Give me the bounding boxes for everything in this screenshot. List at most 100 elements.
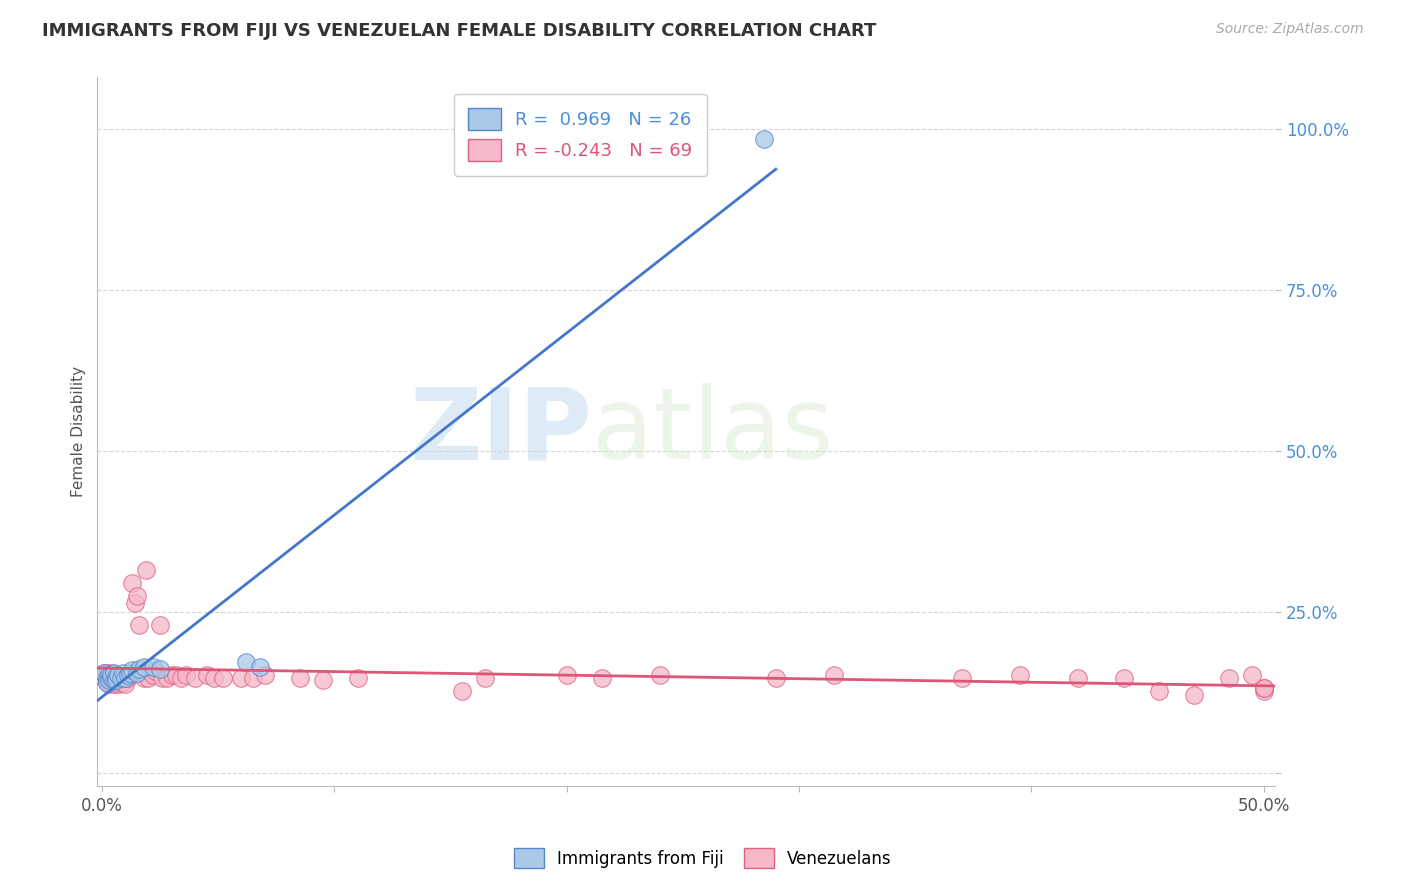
Point xyxy=(107,671,129,685)
Point xyxy=(124,595,146,609)
Point xyxy=(93,666,115,681)
Point xyxy=(1182,688,1205,702)
Point xyxy=(104,668,127,682)
Point xyxy=(118,666,141,681)
Point xyxy=(132,660,155,674)
Point xyxy=(346,671,368,685)
Point xyxy=(950,671,973,685)
Point xyxy=(128,618,150,632)
Point xyxy=(125,666,148,681)
Point xyxy=(111,674,134,689)
Point xyxy=(114,677,136,691)
Point xyxy=(96,671,118,685)
Point xyxy=(231,671,253,685)
Point xyxy=(107,668,129,682)
Point xyxy=(104,670,127,684)
Point xyxy=(110,676,132,690)
Point xyxy=(125,589,148,603)
Point xyxy=(104,674,127,689)
Point xyxy=(249,660,271,674)
Point xyxy=(110,671,132,685)
Point xyxy=(1218,671,1240,685)
Point xyxy=(103,666,125,681)
Y-axis label: Female Disability: Female Disability xyxy=(72,367,86,498)
Point xyxy=(103,677,125,691)
Point xyxy=(104,673,127,687)
Point xyxy=(100,673,122,687)
Point xyxy=(100,668,122,682)
Point xyxy=(118,668,141,682)
Point xyxy=(555,668,578,682)
Point xyxy=(1147,683,1170,698)
Point xyxy=(152,671,174,685)
Point xyxy=(96,666,118,681)
Point xyxy=(1008,668,1031,682)
Point xyxy=(474,671,496,685)
Legend: Immigrants from Fiji, Venezuelans: Immigrants from Fiji, Venezuelans xyxy=(506,839,900,877)
Point xyxy=(100,666,122,681)
Point xyxy=(1067,671,1090,685)
Point xyxy=(110,671,132,685)
Point xyxy=(1241,668,1264,682)
Point xyxy=(93,666,115,681)
Point xyxy=(98,677,121,691)
Text: atlas: atlas xyxy=(592,384,834,480)
Point xyxy=(312,673,335,687)
Point xyxy=(132,671,155,685)
Point xyxy=(1114,671,1136,685)
Point xyxy=(121,663,143,677)
Point xyxy=(100,671,122,685)
Point xyxy=(202,671,225,685)
Point xyxy=(100,668,122,682)
Point xyxy=(107,677,129,691)
Point xyxy=(174,668,197,682)
Point xyxy=(184,671,207,685)
Point xyxy=(591,671,613,685)
Text: IMMIGRANTS FROM FIJI VS VENEZUELAN FEMALE DISABILITY CORRELATION CHART: IMMIGRANTS FROM FIJI VS VENEZUELAN FEMAL… xyxy=(42,22,876,40)
Point xyxy=(128,662,150,676)
Point xyxy=(160,668,183,682)
Point xyxy=(98,673,121,687)
Point xyxy=(138,671,160,685)
Point xyxy=(117,668,139,682)
Point xyxy=(149,662,172,676)
Text: ZIP: ZIP xyxy=(409,384,592,480)
Point xyxy=(1253,681,1275,696)
Point xyxy=(114,671,136,685)
Point xyxy=(135,563,157,577)
Text: Source: ZipAtlas.com: Source: ZipAtlas.com xyxy=(1216,22,1364,37)
Point xyxy=(1253,681,1275,696)
Point xyxy=(103,673,125,687)
Point xyxy=(98,674,121,689)
Point xyxy=(98,671,121,685)
Point xyxy=(765,671,787,685)
Point xyxy=(156,671,179,685)
Point xyxy=(111,666,134,681)
Point xyxy=(114,671,136,685)
Point xyxy=(96,674,118,689)
Point xyxy=(170,671,193,685)
Point xyxy=(96,671,118,685)
Point xyxy=(121,576,143,591)
Point xyxy=(253,668,276,682)
Point xyxy=(451,683,474,698)
Point xyxy=(211,671,233,685)
Point xyxy=(648,668,671,682)
Point xyxy=(1253,681,1275,696)
Point xyxy=(288,671,311,685)
Point xyxy=(142,660,165,674)
Point xyxy=(142,668,165,682)
Point xyxy=(98,668,121,682)
Point xyxy=(235,656,257,670)
Point xyxy=(117,671,139,685)
Point xyxy=(195,668,218,682)
Point xyxy=(103,671,125,685)
Point xyxy=(93,671,115,685)
Point xyxy=(242,671,264,685)
Point xyxy=(823,668,845,682)
Legend: R =  0.969   N = 26, R = -0.243   N = 69: R = 0.969 N = 26, R = -0.243 N = 69 xyxy=(454,94,707,176)
Point xyxy=(165,668,187,682)
Point xyxy=(145,665,167,679)
Point xyxy=(149,618,172,632)
Point xyxy=(1253,683,1275,698)
